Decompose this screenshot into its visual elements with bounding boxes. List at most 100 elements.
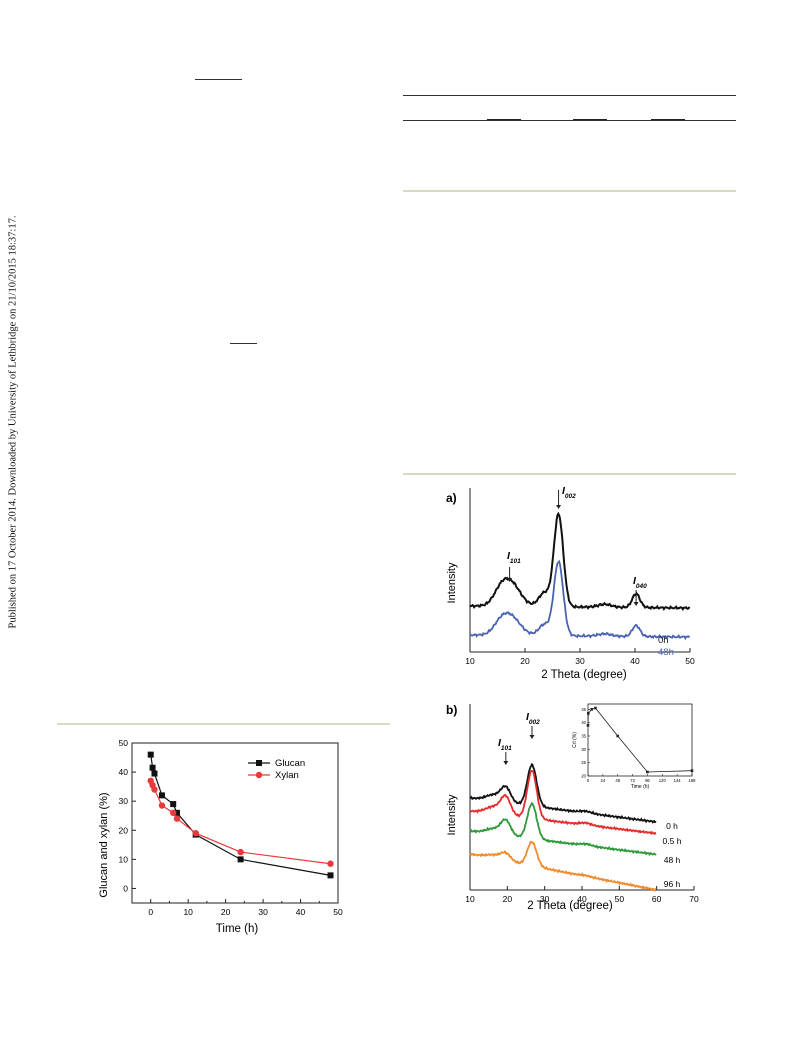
x-tick-label-50: 50 bbox=[685, 656, 695, 666]
inset-y-tick-label-45: 45 bbox=[581, 707, 586, 712]
published-note-text: Published on 17 October 2014. Downloaded… bbox=[7, 215, 19, 629]
data-point-xylan bbox=[151, 786, 158, 793]
y-axis-label: Glucan and xylan (%) bbox=[98, 792, 110, 897]
table-header-mark-1 bbox=[487, 119, 521, 121]
x-axis-label: Time (h) bbox=[216, 923, 259, 935]
data-point-glucan bbox=[151, 770, 158, 777]
inset-data-point bbox=[690, 769, 694, 772]
y-tick-label-0: 0 bbox=[123, 883, 128, 893]
data-point-xylan bbox=[237, 848, 244, 856]
xrd-curve-48h bbox=[469, 559, 691, 641]
x-tick-label-20: 20 bbox=[503, 894, 513, 904]
x-tick-label-20: 20 bbox=[221, 907, 231, 917]
curve-label-48h: 48 h bbox=[664, 855, 681, 865]
peak-label-I101: I101 bbox=[498, 737, 512, 752]
peak-arrowhead-1 bbox=[556, 505, 562, 509]
panel-label-b: b) bbox=[446, 703, 457, 717]
inset-data-point bbox=[646, 770, 649, 774]
table-top-rule bbox=[403, 95, 736, 96]
peak-arrowhead-1 bbox=[529, 735, 535, 739]
y-tick-label-50: 50 bbox=[119, 738, 129, 748]
x-tick-label-30: 30 bbox=[575, 656, 585, 666]
inset-y-tick-label-35: 35 bbox=[581, 734, 586, 739]
curve-label-48h: 48h bbox=[658, 647, 674, 658]
x-tick-label-10: 10 bbox=[183, 907, 193, 917]
x-tick-label-40: 40 bbox=[630, 656, 640, 666]
data-point-xylan bbox=[173, 815, 181, 822]
xrd-chart-b: b) Intensity 2 Theta (degree) 10 20 30 40 50… bbox=[446, 703, 699, 912]
x-tick-label-30: 30 bbox=[258, 907, 268, 917]
inset-frame bbox=[587, 703, 693, 777]
inset-cri-chart: 0 24 48 72 96 120 144 168 20 25 30 35 40 45 Time (h) Cr… bbox=[572, 703, 697, 790]
legend-label-xylan: Xylan bbox=[275, 770, 299, 781]
x-tick-label-70: 70 bbox=[689, 894, 699, 904]
inset-x-axis-label: Time (h) bbox=[631, 784, 650, 790]
inset-y-tick-label-20: 20 bbox=[581, 774, 586, 779]
x-tick-label-40: 40 bbox=[296, 907, 306, 917]
inset-y-tick-label-40: 40 bbox=[581, 720, 586, 725]
left-short-rule-1 bbox=[195, 79, 242, 80]
data-point-glucan bbox=[327, 872, 334, 879]
y-axis-label: Intensity bbox=[446, 794, 458, 835]
x-axis-label: 2 Theta (degree) bbox=[541, 669, 627, 681]
data-point-xylan bbox=[158, 802, 166, 809]
x-axis-label: 2 Theta (degree) bbox=[527, 900, 613, 912]
peak-label-I002: I002 bbox=[562, 485, 576, 500]
section-separator-1 bbox=[403, 190, 736, 192]
x-tick-label-50: 50 bbox=[333, 907, 343, 917]
x-tick-label-30: 30 bbox=[540, 894, 550, 904]
panel-label-a: a) bbox=[446, 491, 457, 505]
y-axis-label: Intensity bbox=[446, 562, 458, 603]
curve-label-05h: 0.5 h bbox=[663, 836, 682, 846]
inset-data-point bbox=[586, 724, 590, 727]
figure-separator-left bbox=[57, 723, 390, 725]
figure-separator-right bbox=[403, 473, 736, 475]
inset-x-tick-label-120: 120 bbox=[659, 778, 667, 783]
left-short-rule-2 bbox=[230, 343, 257, 344]
data-point-glucan bbox=[237, 856, 244, 863]
data-point-glucan bbox=[147, 751, 154, 758]
inset-y-tick-label-30: 30 bbox=[581, 747, 586, 752]
data-point-xylan bbox=[192, 829, 199, 837]
inset-x-tick-label-48: 48 bbox=[615, 778, 620, 783]
x-tick-label-10: 10 bbox=[465, 894, 475, 904]
y-tick-label-30: 30 bbox=[119, 796, 129, 806]
peak-arrowhead-2 bbox=[633, 602, 639, 606]
data-point-glucan bbox=[170, 801, 177, 808]
curve-label-0h: 0h bbox=[658, 635, 669, 646]
data-point-glucan bbox=[158, 792, 165, 799]
plot-frame bbox=[131, 742, 339, 904]
glucan-xylan-chart: Glucan and xylan (%) Time (h) Glucan Xyl… bbox=[98, 738, 343, 935]
inset-y-axis-label: CrI (%) bbox=[572, 732, 578, 748]
x-tick-label-10: 10 bbox=[465, 656, 475, 666]
peak-label-I040: I040 bbox=[633, 575, 647, 590]
curve-label-0h: 0 h bbox=[666, 821, 678, 831]
legend: Glucan Xylan bbox=[248, 758, 305, 781]
published-note: Published on 17 October 2014. Downloaded… bbox=[4, 212, 22, 632]
xrd-curve-48h bbox=[469, 801, 657, 857]
legend-label-glucan: Glucan bbox=[275, 758, 305, 769]
y-tick-label-10: 10 bbox=[119, 854, 129, 864]
peak-label-I101: I101 bbox=[507, 550, 521, 565]
inset-x-tick-label-0: 0 bbox=[587, 778, 590, 783]
y-tick-label-40: 40 bbox=[119, 767, 129, 777]
data-point-glucan bbox=[173, 809, 180, 816]
inset-x-tick-label-168: 168 bbox=[689, 778, 697, 783]
inset-data-point bbox=[590, 708, 594, 711]
inset-x-tick-label-24: 24 bbox=[601, 778, 606, 783]
x-tick-label-60: 60 bbox=[652, 894, 662, 904]
curve-label-96h: 96 h bbox=[664, 879, 681, 889]
data-point-xylan bbox=[170, 809, 177, 817]
inset-x-tick-label-96: 96 bbox=[645, 778, 650, 783]
inset-data-point bbox=[587, 712, 590, 715]
x-tick-label-0: 0 bbox=[148, 907, 153, 917]
xrd-curve-05h bbox=[469, 770, 657, 836]
table-header-mark-2 bbox=[573, 119, 607, 121]
table-header-rule bbox=[403, 120, 736, 121]
peak-arrowhead-0 bbox=[503, 761, 509, 765]
x-tick-label-40: 40 bbox=[577, 894, 587, 904]
x-tick-label-50: 50 bbox=[615, 894, 625, 904]
inset-data-point bbox=[594, 706, 597, 710]
inset-y-tick-label-25: 25 bbox=[581, 760, 586, 765]
data-point-glucan bbox=[149, 764, 156, 771]
